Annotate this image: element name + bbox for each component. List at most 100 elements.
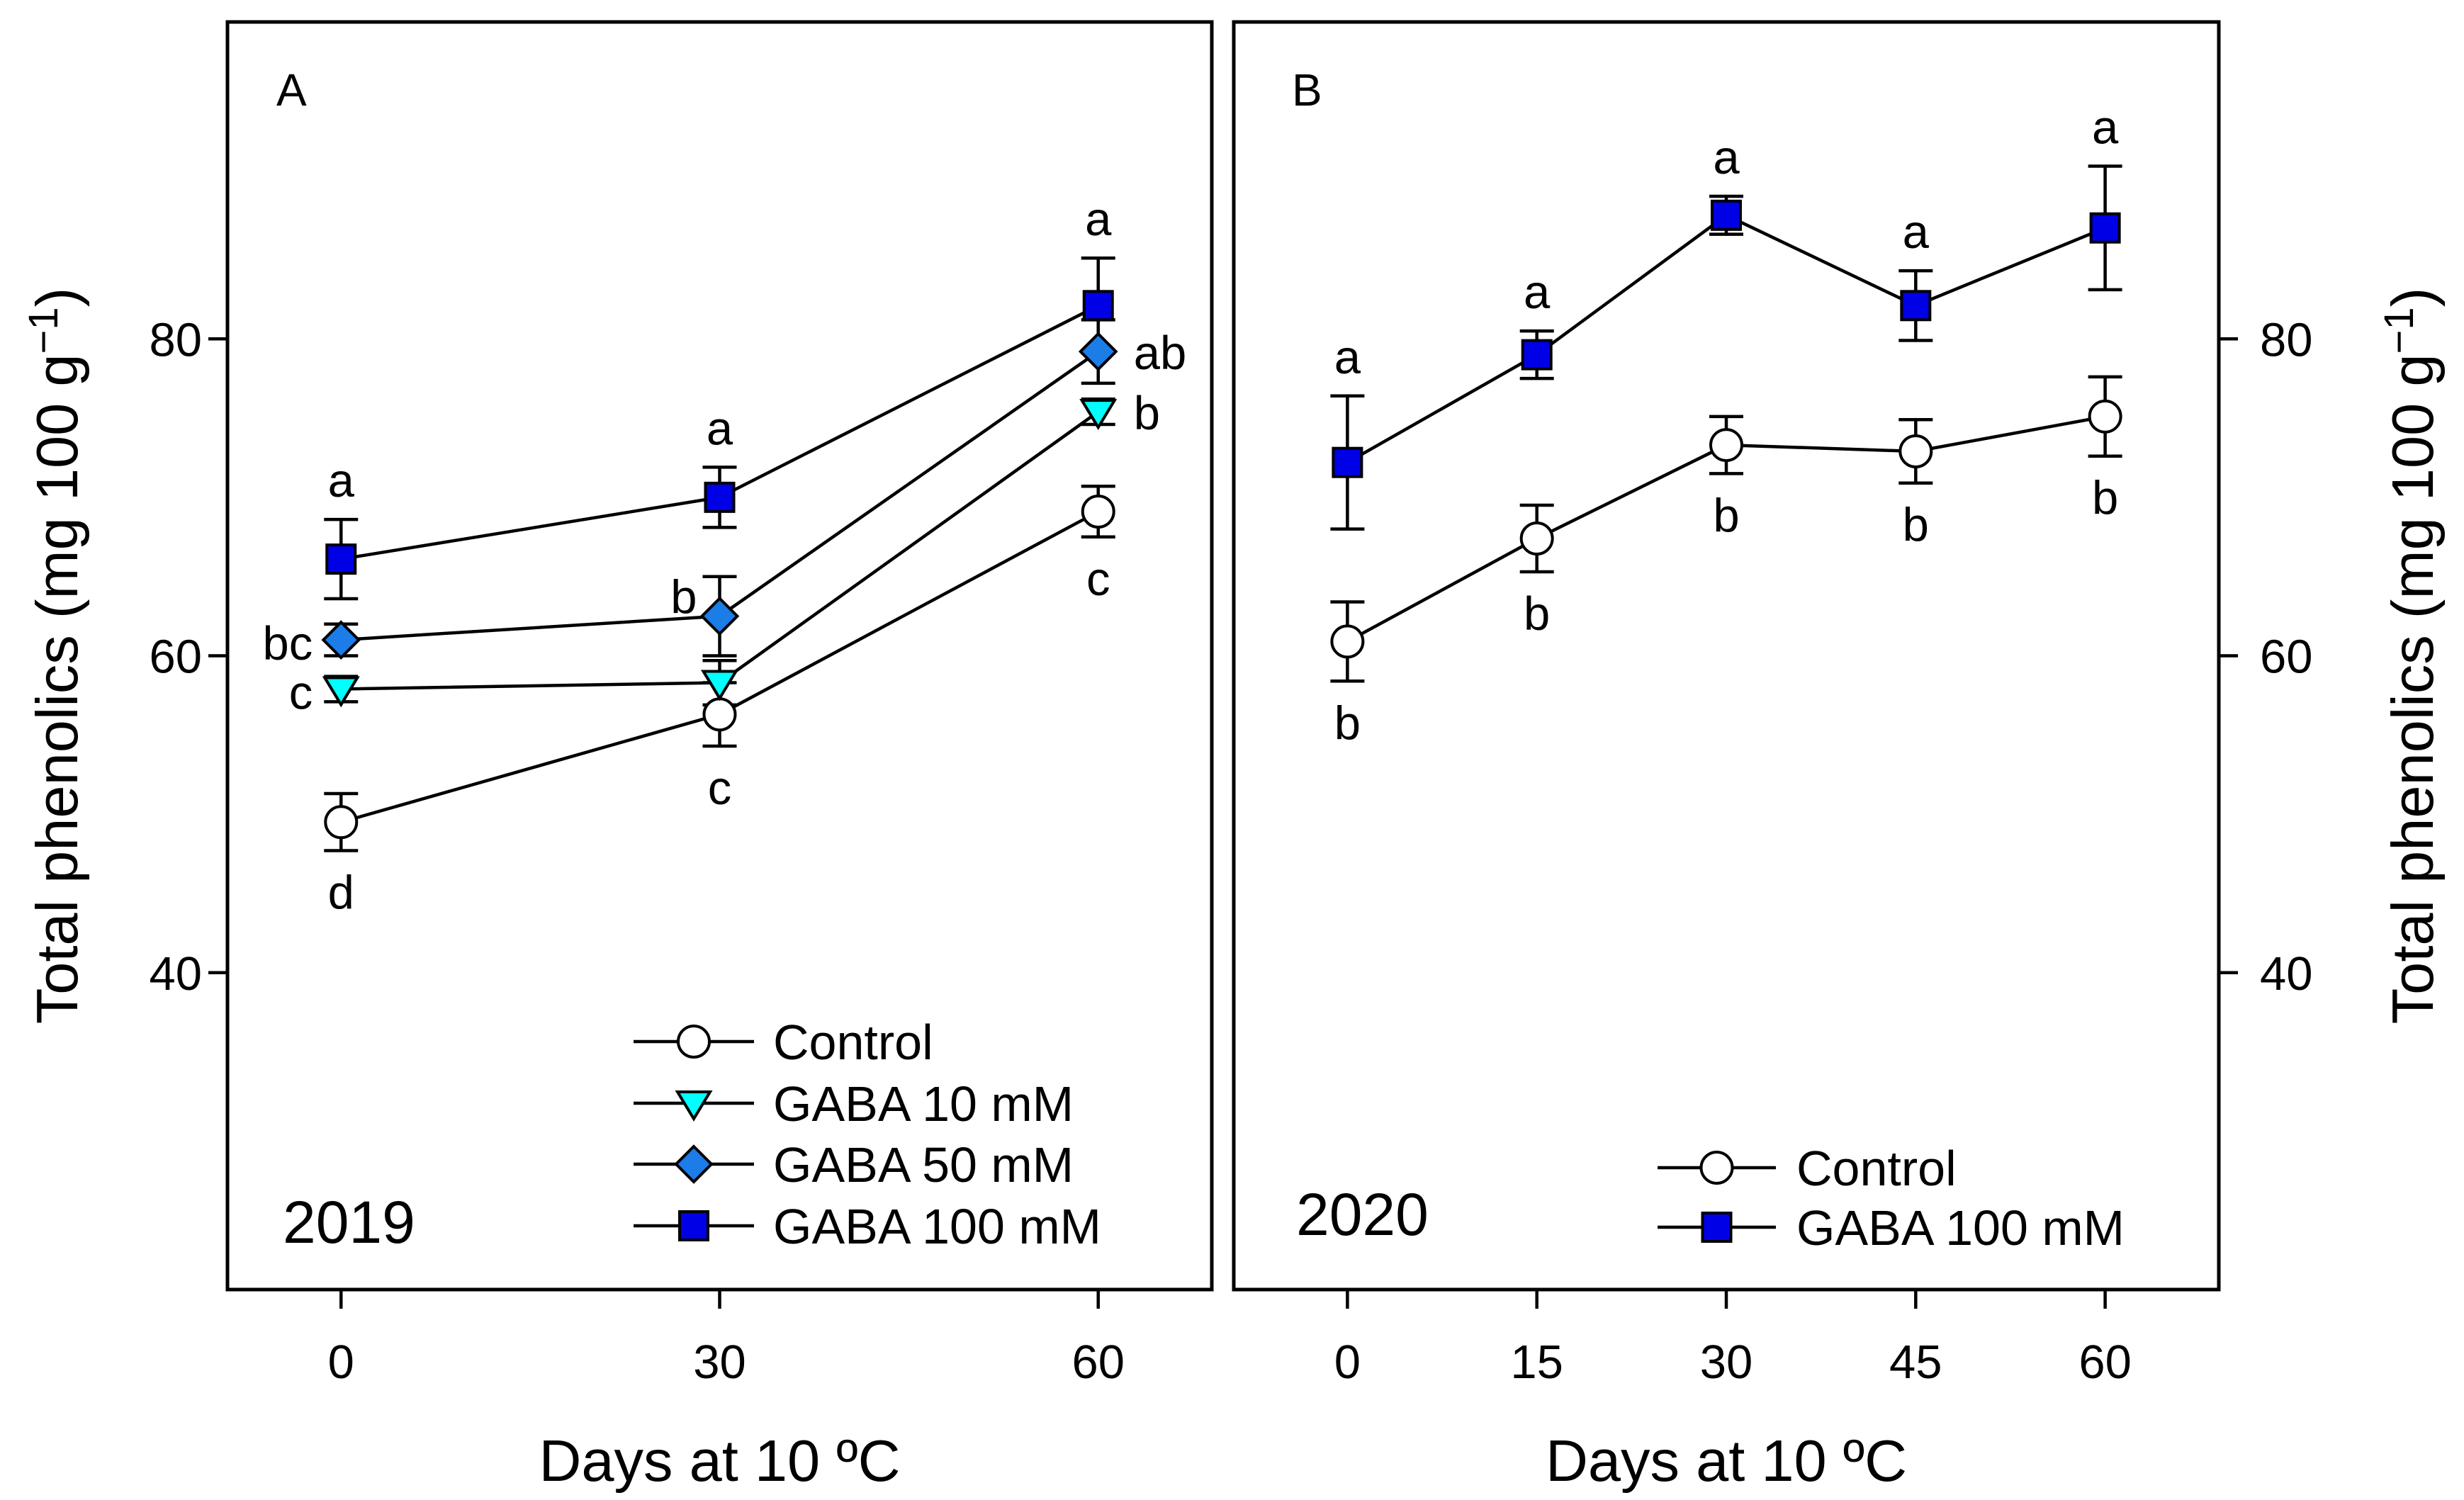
significance-letter-control-1: b	[1524, 587, 1550, 641]
y-tick-label: 40	[149, 947, 202, 1000]
y-axis-title: Total phenolics (mg 100 g−1)	[21, 288, 90, 1025]
y-axis: 40 60 80	[2219, 313, 2313, 1000]
significance-letter-gaba-10-mm-0: c	[289, 666, 313, 719]
significance-letter-gaba-50-mm-2: ab	[1134, 327, 1187, 380]
data-point-gaba-100-mm-2	[1082, 290, 1114, 322]
panel-label: B	[1292, 64, 1322, 115]
significance-letter-gaba-100-mm-0: a	[1334, 331, 1361, 384]
data-point-gaba-100-mm-0	[325, 543, 357, 575]
significance-letter-gaba-50-mm-1: b	[670, 571, 697, 624]
y-tick-label: 40	[2260, 947, 2313, 1000]
x-tick-label: 30	[1700, 1336, 1753, 1389]
error-bars	[1330, 164, 2122, 683]
x-axis: 0 15 30 45 60	[1334, 1290, 2132, 1389]
x-tick-label: 0	[328, 1336, 354, 1389]
data-point-gaba-100-mm-3	[1900, 290, 1932, 322]
significance-letter-control-2: b	[1713, 489, 1739, 542]
data-point-gaba-100-mm-1	[1521, 339, 1553, 371]
x-axis-title: Days at 10 ºC	[1546, 1428, 1907, 1494]
legend-label: GABA 100 mM	[1796, 1200, 2125, 1256]
x-axis: 0 30 60	[328, 1290, 1125, 1389]
y-tick-label: 80	[2260, 313, 2313, 366]
data-point-gaba-100-mm-1	[704, 481, 736, 513]
data-point-gaba-50-mm-1	[699, 596, 740, 636]
y-axis-title-tail: )	[24, 288, 90, 308]
y-tick-label: 80	[149, 313, 202, 366]
x-tick-label: 0	[1334, 1336, 1361, 1389]
significance-letter-control-3: b	[1903, 499, 1929, 552]
significance-letter-gaba-10-mm-2: b	[1134, 387, 1160, 440]
legend-marker-control	[677, 1025, 711, 1059]
significance-letter-control-0: d	[328, 867, 354, 920]
data-points	[1330, 199, 2122, 659]
legend-item-gaba-10-mm: GABA 10 mM	[634, 1076, 1074, 1132]
legend-label: Control	[773, 1015, 933, 1070]
legend-item-control: Control	[634, 1015, 933, 1070]
x-tick-label: 30	[693, 1336, 746, 1389]
significance-letters: d c c c b bc b ab a a a	[263, 193, 1187, 919]
significance-letter-gaba-100-mm-3: a	[1903, 205, 1930, 259]
legend-item-gaba-50-mm: GABA 50 mM	[634, 1137, 1074, 1192]
legend-item-control: Control	[1658, 1141, 1957, 1196]
legend-marker-gaba-10-mm	[675, 1090, 713, 1122]
legend-marker-gaba-100-mm	[678, 1210, 709, 1241]
significance-letter-gaba-100-mm-2: a	[1085, 193, 1112, 246]
significance-letter-control-4: b	[2092, 472, 2118, 525]
data-point-control-1	[702, 697, 737, 732]
significance-letter-control-0: b	[1334, 697, 1361, 750]
significance-letters: b b b b b a a a a a	[1334, 101, 2119, 750]
panel-a: 0 30 60 40 60 80 Days at 10 ºC Total phenolics …	[21, 20, 1214, 1494]
data-point-gaba-100-mm-4	[2089, 212, 2121, 244]
data-point-gaba-10-mm-2	[1079, 399, 1118, 430]
y-axis-title-superscript: −1	[21, 307, 67, 354]
panel-label: A	[276, 64, 307, 115]
data-point-control-2	[1081, 495, 1115, 529]
legend-label: GABA 50 mM	[773, 1137, 1074, 1192]
data-point-gaba-10-mm-1	[700, 670, 739, 701]
legend-item-gaba-100-mm: GABA 100 mM	[1658, 1200, 2125, 1256]
legend-label: GABA 100 mM	[773, 1199, 1101, 1254]
significance-letter-gaba-100-mm-2: a	[1713, 131, 1740, 184]
significance-letter-gaba-50-mm-0: bc	[263, 617, 313, 670]
data-point-gaba-100-mm-2	[1711, 199, 1742, 231]
y-axis-title: Total phenolics (mg 100 g−1)	[2376, 288, 2446, 1025]
legend-marker-control	[1699, 1151, 1734, 1185]
year-annotation: 2019	[283, 1189, 415, 1256]
year-annotation: 2020	[1296, 1181, 1429, 1248]
y-axis-title-superscript: −1	[2376, 307, 2422, 354]
data-point-gaba-100-mm-0	[1332, 446, 1363, 478]
x-tick-label: 60	[1071, 1336, 1125, 1389]
y-axis-title-main: Total phenolics (mg 100 g	[2380, 354, 2446, 1024]
data-point-gaba-10-mm-0	[322, 676, 360, 708]
y-axis-title-tail: )	[2380, 288, 2446, 308]
x-tick-label: 15	[1510, 1336, 1563, 1389]
significance-letter-gaba-100-mm-0: a	[328, 454, 355, 507]
x-tick-label: 60	[2078, 1336, 2132, 1389]
data-point-gaba-50-mm-2	[1078, 332, 1118, 371]
legend-marker-gaba-50-mm	[674, 1144, 714, 1184]
significance-letter-control-1: c	[708, 762, 732, 815]
data-point-control-3	[1898, 434, 1933, 469]
legend-item-gaba-100-mm: GABA 100 mM	[634, 1199, 1101, 1254]
panel-b: 0 15 30 45 60 40 60 80 Days at 10 ºC Total phenol…	[1232, 20, 2446, 1494]
y-tick-label: 60	[149, 631, 202, 684]
legend-marker-gaba-100-mm	[1701, 1212, 1733, 1243]
significance-letter-gaba-100-mm-1: a	[1524, 266, 1551, 319]
data-point-control-4	[2088, 399, 2122, 434]
y-axis: 40 60 80	[149, 313, 227, 1000]
x-axis-title: Days at 10 ºC	[539, 1428, 900, 1494]
data-points	[321, 290, 1118, 840]
data-point-control-2	[1709, 428, 1743, 463]
y-axis-title-main: Total phenolics (mg 100 g	[24, 354, 90, 1024]
legend-label: Control	[1796, 1141, 1957, 1196]
significance-letter-gaba-100-mm-4: a	[2092, 101, 2119, 154]
data-point-gaba-50-mm-0	[321, 620, 361, 660]
y-tick-label: 60	[2260, 631, 2313, 684]
legend-label: GABA 10 mM	[773, 1076, 1074, 1132]
data-point-control-0	[324, 805, 359, 840]
data-point-control-0	[1330, 624, 1365, 659]
data-point-control-1	[1519, 521, 1554, 556]
